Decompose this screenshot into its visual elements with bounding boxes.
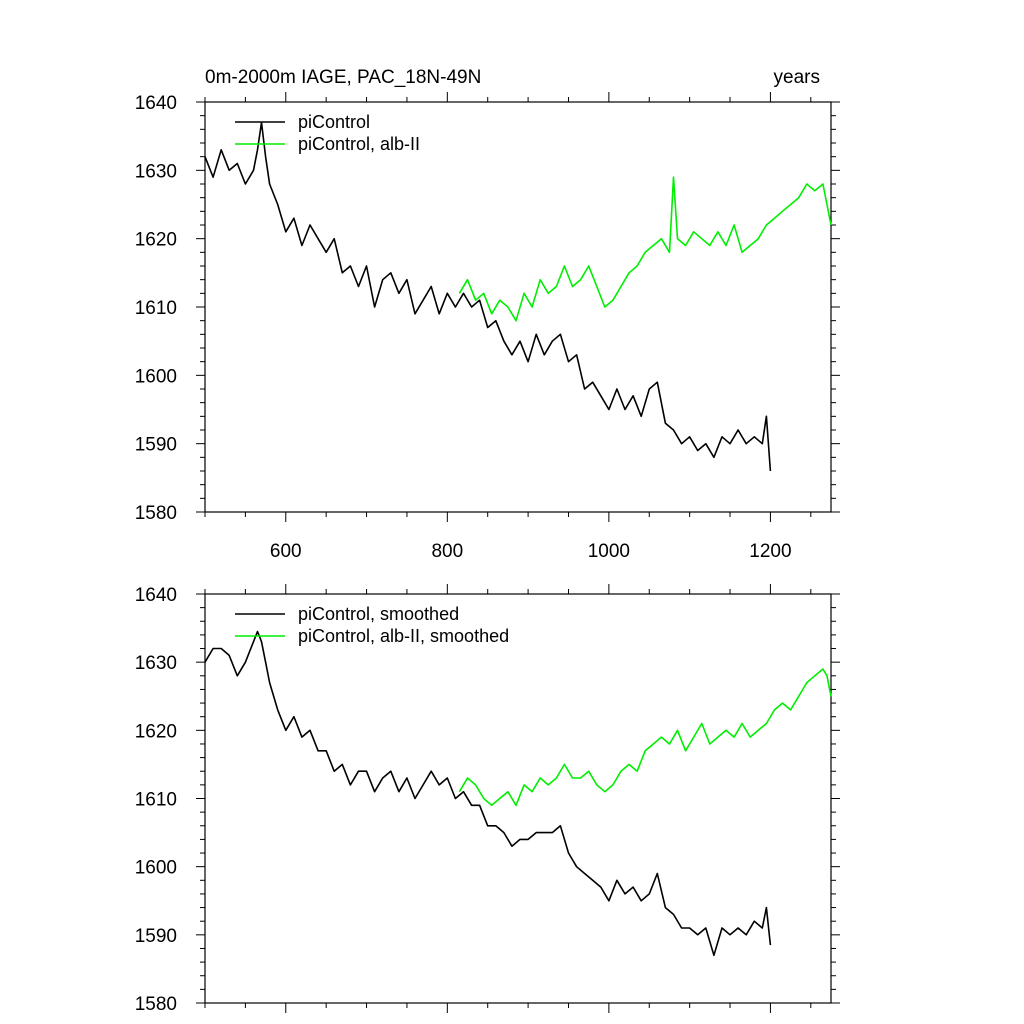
plot-frame	[204, 101, 832, 513]
y-tick-label: 1590	[135, 926, 177, 947]
series-line-picontrol-alb-ii	[458, 176, 832, 322]
y-tick-label: 1620	[135, 721, 177, 742]
chart-title-right: years	[774, 67, 820, 88]
y-tick-label: 1640	[135, 93, 177, 114]
legend-label: piControl, alb-II	[298, 134, 420, 154]
series-line-picontrol	[204, 121, 772, 472]
x-tick-label: 1200	[749, 541, 791, 562]
legend-label: piControl	[298, 112, 370, 132]
series-line-picontrol-alb-ii-smoothed	[458, 668, 832, 807]
y-tick-label: 1610	[135, 790, 177, 811]
y-tick-label: 1630	[135, 161, 177, 182]
x-tick-label: 1000	[588, 541, 630, 562]
y-tick-label: 1590	[135, 435, 177, 456]
y-tick-label: 1600	[135, 858, 177, 879]
x-tick-label: 600	[270, 541, 302, 562]
y-tick-label: 1640	[135, 585, 177, 606]
series-line-picontrol-smoothed	[204, 630, 772, 957]
y-tick-label: 1610	[135, 298, 177, 319]
y-tick-label: 1600	[135, 366, 177, 387]
y-tick-label: 1580	[135, 994, 177, 1015]
top-panel: 1580 1590 1600 1610 1620 1630 1640 600 800 1000 12…	[135, 92, 840, 562]
y-tick-label: 1630	[135, 653, 177, 674]
legend-label: piControl, smoothed	[298, 604, 459, 624]
x-tick-label: 800	[431, 541, 463, 562]
y-tick-label: 1620	[135, 230, 177, 251]
chart-title-left: 0m-2000m IAGE, PAC_18N-49N	[205, 67, 481, 88]
legend-label: piControl, alb-II, smoothed	[298, 626, 509, 646]
y-tick-label: 1580	[135, 503, 177, 524]
bottom-panel: 1580 1590 1600 1610 1620 1630 1640 piControl, s…	[135, 584, 840, 1015]
